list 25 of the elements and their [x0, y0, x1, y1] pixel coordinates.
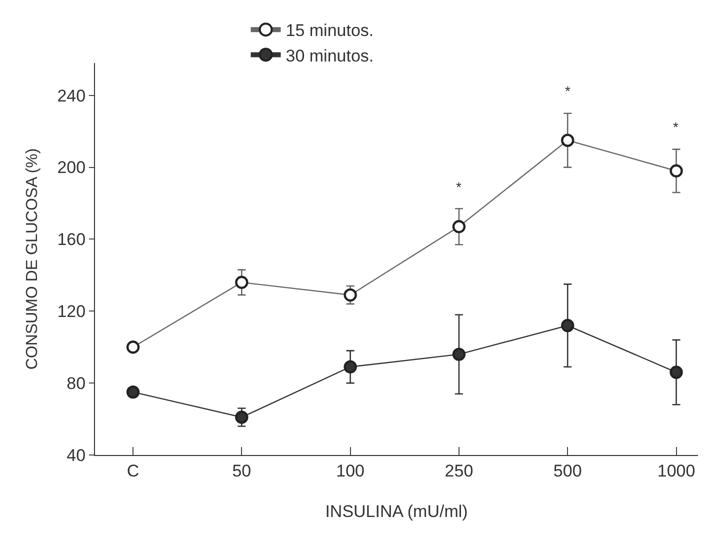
annotation: *: [456, 179, 462, 195]
point: [452, 348, 466, 361]
legend-label: 30 minutos.: [286, 46, 374, 66]
x-tick-label: 250: [444, 461, 474, 480]
x-tick-label: 1000: [657, 461, 696, 480]
point: [670, 366, 683, 379]
y-tick-label: 40: [66, 446, 86, 465]
annotation: *: [673, 119, 679, 135]
x-tick-label: C: [126, 461, 140, 480]
point: [126, 385, 140, 399]
x-tick-label: 500: [553, 461, 582, 480]
x-tick-label: 50: [232, 461, 252, 480]
x-axis-title: INSULINA (mU/ml): [325, 502, 468, 521]
y-tick-label: 240: [57, 86, 86, 106]
y-axis-title: CONSUMO DE GLUCOSA (%): [24, 148, 42, 370]
legend-label: 15 minutos.: [286, 21, 374, 40]
annotation: *: [565, 83, 571, 99]
point: [561, 318, 574, 332]
point: [344, 360, 357, 374]
y-tick-label: 80: [66, 374, 86, 394]
y-tick-label: 200: [57, 158, 86, 178]
x-tick-label: 100: [336, 461, 365, 480]
y-tick-label: 160: [57, 230, 86, 250]
point: [235, 410, 248, 424]
y-tick-label: 120: [57, 302, 86, 322]
